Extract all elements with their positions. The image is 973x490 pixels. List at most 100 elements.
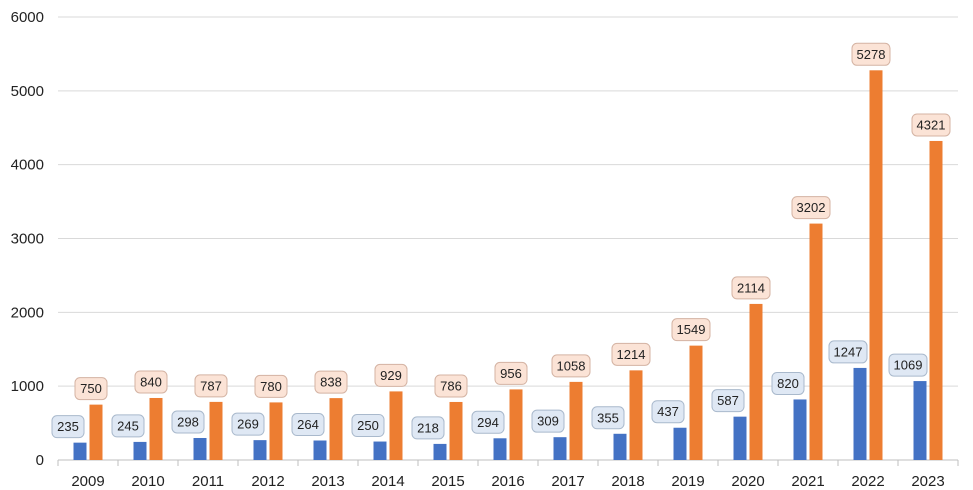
bar-series-2 [89,404,103,460]
x-tick-label: 2022 [851,473,884,490]
data-label-series-2: 956 [494,361,528,385]
data-label-box [651,400,685,424]
x-tick-label: 2011 [192,473,224,490]
bar-series-2 [149,397,163,460]
data-label-box [671,318,711,342]
x-tick-label: 2021 [791,473,824,490]
data-label-series-1: 820 [771,371,805,395]
data-label-series-2: 929 [374,363,408,387]
data-label-series-2: 5278 [851,42,891,66]
bar-series-2 [569,381,583,460]
x-axis: 2009 2010 2011 2012 2013 2014 2015 2016 2017 2018… [57,460,959,490]
data-label-text: 309 [537,414,559,429]
data-label-box [171,410,205,434]
data-label-series-2: 2114 [731,276,771,300]
data-label-box [494,361,528,385]
data-label-text: 929 [380,368,402,383]
data-label-text: 437 [657,404,679,419]
bar-series-2 [269,402,283,460]
bar-series-1 [73,442,87,460]
data-label-box [434,374,468,398]
data-label-text: 1214 [617,347,646,362]
y-tick-label: 5000 [11,83,44,100]
data-label-box [611,342,651,366]
data-label-series-1: 1069 [888,353,928,377]
data-label-series-2: 1058 [551,354,591,378]
data-label-text: 235 [57,419,79,434]
data-label-text: 218 [417,420,439,435]
bar-series-2 [809,223,823,460]
data-label-series-1: 298 [171,410,205,434]
y-tick-label: 4000 [11,157,44,174]
x-tick-label: 2023 [911,473,944,490]
x-tick-label: 2013 [311,473,344,490]
data-label-series-1: 264 [291,413,325,437]
data-label-text: 355 [597,410,619,425]
data-label-box [828,340,868,364]
data-label-text: 294 [477,415,499,430]
bars [73,70,943,460]
data-label-box [731,276,771,300]
bar-series-1 [433,443,447,460]
data-label-series-2: 786 [434,374,468,398]
data-label-series-2: 750 [74,377,108,401]
bar-series-2 [509,389,523,460]
data-label-text: 298 [177,414,199,429]
data-label-box [551,354,591,378]
bar-series-1 [313,440,327,460]
data-label-series-2: 787 [194,374,228,398]
data-label-text: 587 [717,393,739,408]
x-tick-label: 2020 [731,473,764,490]
data-label-series-1: 294 [471,410,505,434]
data-labels: 235 750 245 840 298 787 269 780 264 838 250 929 218 7… [51,42,951,440]
bar-series-2 [389,391,403,460]
data-label-series-1: 587 [711,389,745,413]
data-label-box [231,412,265,436]
y-tick-label: 1000 [11,378,44,395]
data-label-box [51,415,85,439]
bar-series-2 [449,401,463,460]
data-label-text: 786 [440,378,462,393]
bar-series-1 [553,437,567,460]
data-label-text: 245 [117,418,139,433]
data-label-series-2: 4321 [911,113,951,137]
data-label-box [411,416,445,440]
bar-series-2 [869,70,883,460]
data-label-text: 780 [260,379,282,394]
bar-series-1 [493,438,507,460]
data-label-box [194,374,228,398]
bar-series-1 [853,367,867,460]
data-label-series-1: 269 [231,412,265,436]
data-label-text: 264 [297,417,319,432]
bar-series-1 [913,381,927,460]
x-tick-label: 2016 [491,473,524,490]
data-label-series-1: 250 [351,414,385,438]
bar-series-2 [749,303,763,460]
bar-series-1 [253,440,267,460]
gridlines [58,16,958,461]
data-label-box [531,409,565,433]
x-tick-label: 2009 [71,473,104,490]
data-label-box [111,414,145,438]
data-label-series-1: 218 [411,416,445,440]
data-label-text: 1549 [677,322,706,337]
bar-series-1 [733,416,747,460]
x-tick-label: 2017 [551,473,584,490]
bar-series-2 [329,398,343,460]
y-tick-label: 6000 [11,9,44,26]
y-axis: 0 1000 2000 3000 4000 5000 6000 [11,9,44,469]
y-tick-label: 3000 [11,231,44,248]
data-label-box [351,414,385,438]
bar-series-2 [629,370,643,460]
bar-series-1 [673,427,687,460]
bar-series-2 [929,140,943,460]
data-label-series-2: 840 [134,370,168,394]
data-label-text: 820 [777,376,799,391]
data-label-box [911,113,951,137]
data-label-series-1: 245 [111,414,145,438]
data-label-text: 3202 [797,200,826,215]
data-label-box [254,374,288,398]
bar-series-1 [613,433,627,460]
data-label-box [314,370,348,394]
